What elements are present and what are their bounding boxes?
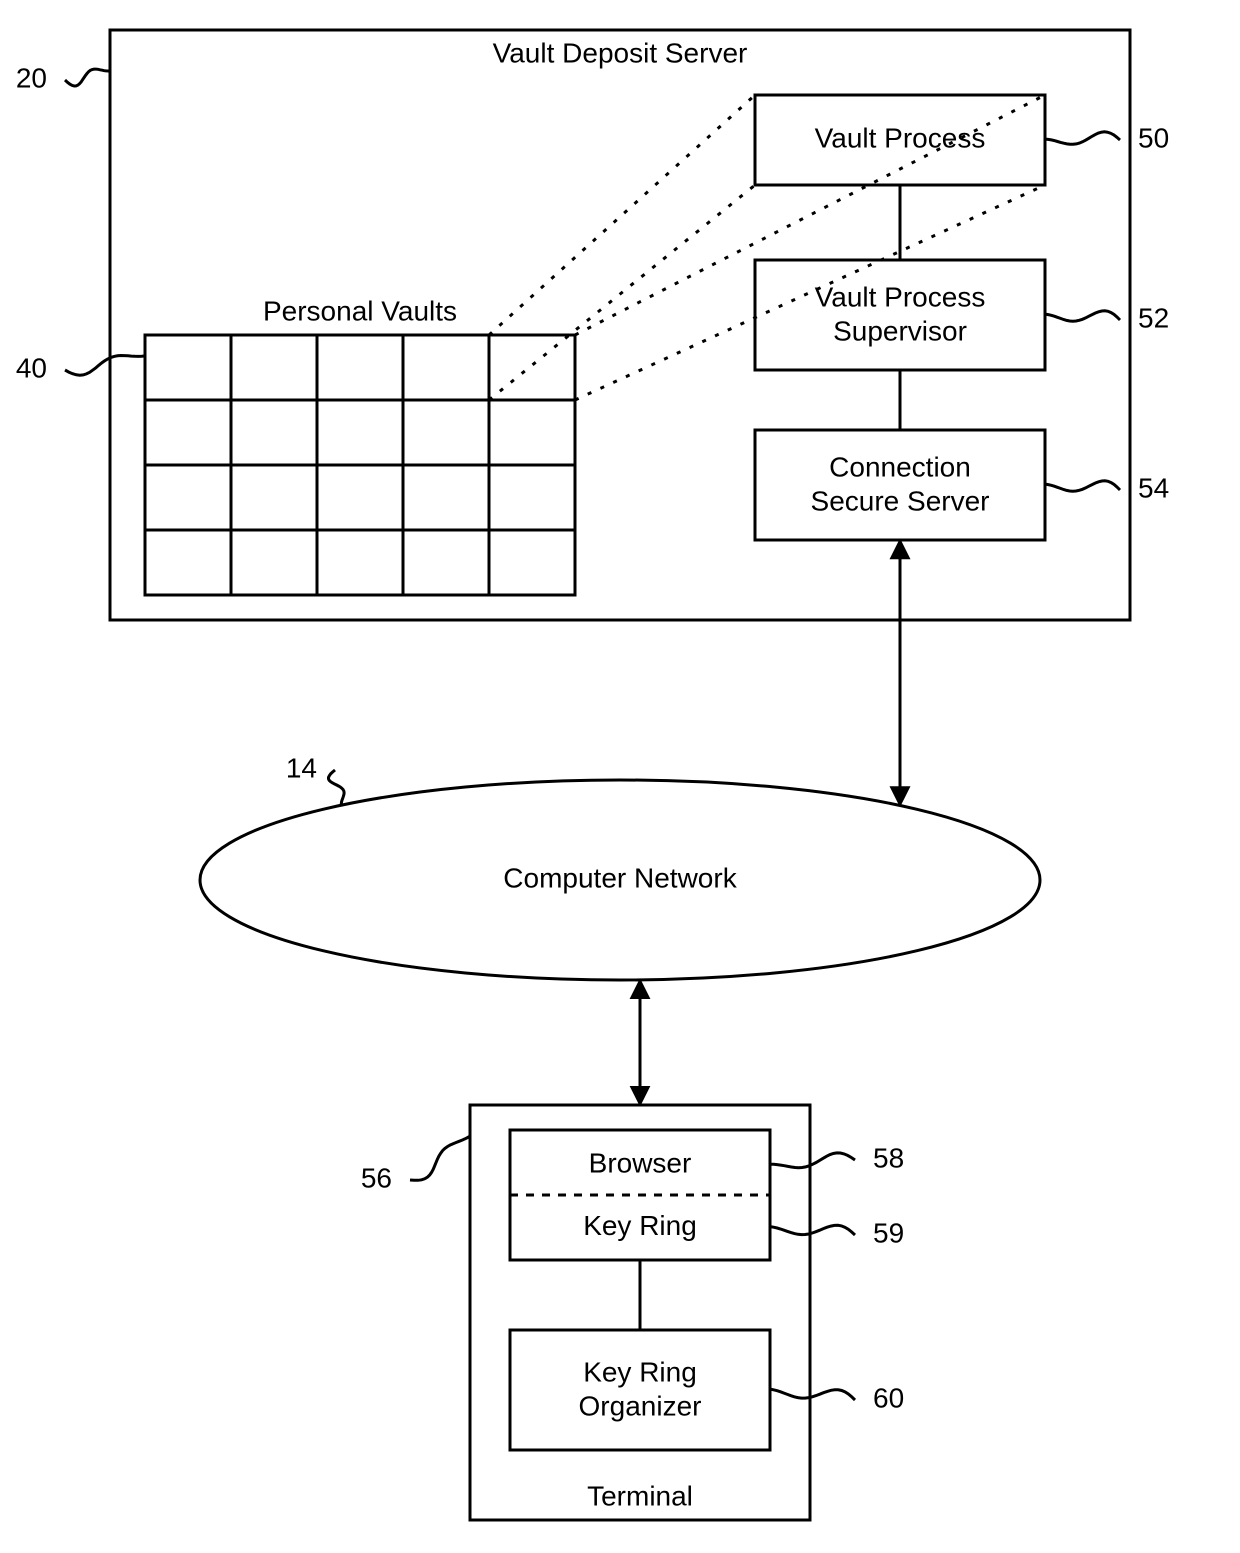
keyring-label: Key Ring: [583, 1210, 697, 1241]
ref-squiggle: [65, 356, 145, 376]
browser-label: Browser: [589, 1147, 692, 1178]
ref-squiggle: [1045, 481, 1120, 491]
ref-number: 54: [1138, 472, 1169, 503]
ref-number: 59: [873, 1217, 904, 1248]
ref-number: 50: [1138, 122, 1169, 153]
ref-number: 60: [873, 1382, 904, 1413]
ref-number: 40: [16, 352, 47, 383]
organizer-label2: Organizer: [579, 1390, 702, 1421]
ref-squiggle: [329, 770, 345, 805]
vault-supervisor-label2: Supervisor: [833, 315, 967, 346]
organizer-label1: Key Ring: [583, 1356, 697, 1387]
ref-number: 58: [873, 1142, 904, 1173]
dotted-line: [489, 185, 755, 400]
connection-server-label2: Secure Server: [811, 485, 990, 516]
server-title: Vault Deposit Server: [493, 37, 748, 68]
ref-squiggle: [770, 1389, 855, 1400]
dotted-line: [489, 95, 755, 335]
vault-supervisor-label1: Vault Process: [815, 281, 986, 312]
network-label: Computer Network: [503, 862, 737, 893]
ref-squiggle: [65, 69, 110, 86]
ref-number: 20: [16, 62, 47, 93]
ref-squiggle: [770, 1153, 855, 1168]
personal-vaults-label: Personal Vaults: [263, 295, 457, 326]
ref-squiggle: [1045, 311, 1120, 321]
ref-squiggle: [1045, 132, 1120, 145]
connection-server-label1: Connection: [829, 451, 971, 482]
ref-number: 52: [1138, 302, 1169, 333]
ref-number: 14: [286, 752, 317, 783]
terminal-label: Terminal: [587, 1480, 693, 1511]
ref-squiggle: [410, 1136, 471, 1181]
ref-number: 56: [361, 1162, 392, 1193]
vault-process-label: Vault Process: [815, 122, 986, 153]
ref-squiggle: [770, 1225, 855, 1235]
